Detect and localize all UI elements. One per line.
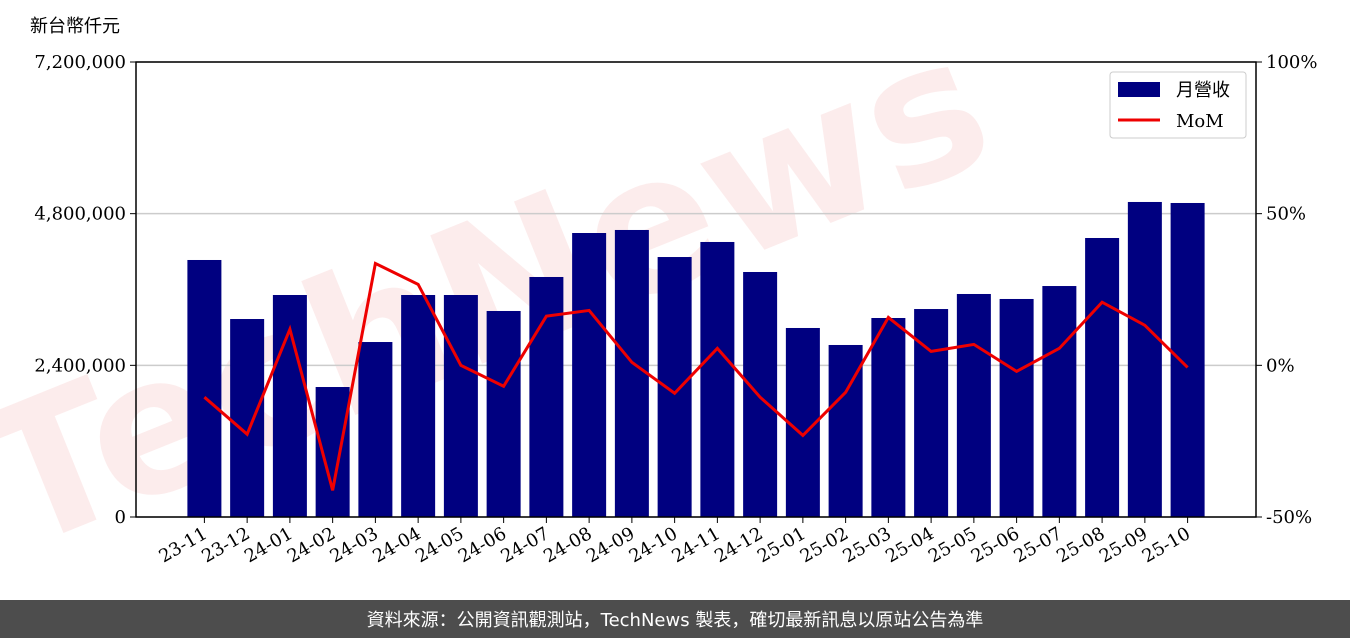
bar: [486, 310, 521, 517]
x-tick-label: 24-02: [284, 523, 339, 567]
bar: [358, 342, 393, 517]
x-tick-label: 24-12: [711, 523, 766, 567]
bar: [657, 257, 692, 517]
x-tick-label: 25-05: [925, 523, 980, 567]
x-tick-label: 25-08: [1053, 523, 1108, 567]
bar: [956, 293, 991, 517]
x-tick-label: 24-08: [540, 523, 595, 567]
y2-tick-label: 100%: [1266, 52, 1317, 73]
x-tick-label: 24-05: [412, 523, 467, 567]
x-tick-label: 24-06: [455, 523, 510, 567]
plot-frame: [135, 61, 1257, 518]
bar: [1170, 202, 1205, 517]
bar: [401, 294, 436, 517]
x-tick-label: 25-03: [839, 523, 894, 567]
y-tick-label: 7,200,000: [34, 52, 126, 73]
bar: [700, 241, 735, 517]
x-tick-label: 24-03: [326, 523, 381, 567]
bar: [614, 229, 649, 518]
bar: [230, 319, 265, 517]
line: [203, 261, 1189, 491]
legend-label: MoM: [1176, 111, 1224, 132]
x-tick-label: 24-07: [497, 523, 552, 567]
bar: [999, 298, 1034, 517]
legend-label: 月營收: [1176, 80, 1230, 101]
bar: [871, 318, 906, 517]
bar: [1042, 286, 1077, 517]
y2-tick-label: 0%: [1266, 355, 1295, 376]
y-tick-label: 0: [115, 507, 126, 528]
y2-tick-label: -50%: [1266, 507, 1312, 528]
x-tick-label: 25-04: [882, 523, 937, 567]
x-tick-label: 25-09: [1096, 523, 1151, 567]
x-tick-label: 25-10: [1139, 523, 1194, 567]
x-tick-label: 24-04: [369, 523, 424, 567]
x-tick-label: 24-10: [626, 523, 681, 567]
y-axis-label: 新台幣仟元: [30, 16, 120, 37]
x-tick-label: 24-01: [241, 523, 296, 567]
bar: [315, 387, 350, 517]
x-tick-label: 25-02: [797, 523, 852, 567]
x-tick-label: 25-07: [1010, 523, 1065, 567]
y2-tick-label: 50%: [1266, 204, 1306, 225]
x-tick-label: 24-11: [668, 523, 723, 567]
x-tick-label: 24-09: [583, 523, 638, 567]
bar: [572, 233, 607, 518]
bar: [1127, 201, 1162, 517]
y-tick-label: 4,800,000: [34, 204, 126, 225]
footer-bar: [0, 600, 1350, 638]
x-tick-label: 23-12: [198, 523, 253, 567]
bar: [187, 259, 222, 517]
bar: [743, 271, 778, 517]
x-tick-label: 25-01: [754, 523, 809, 567]
x-tick-label: 25-06: [968, 523, 1023, 567]
footer: 資料來源：公開資訊觀測站，TechNews 製表，確切最新訊息以原站公告為準: [367, 610, 984, 631]
y-tick-label: 2,400,000: [34, 355, 126, 376]
bar: [529, 276, 564, 517]
legend-swatch: [1118, 82, 1160, 97]
bar: [1085, 237, 1120, 517]
bar: [443, 294, 478, 517]
